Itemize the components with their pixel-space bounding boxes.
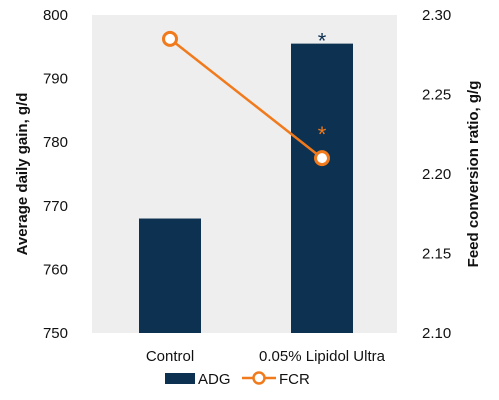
right-axis-ticks: 2.10 2.15 2.20 2.25 2.30 — [422, 7, 451, 342]
legend: ADG FCR — [165, 371, 310, 388]
right-tick-label: 2.15 — [422, 246, 451, 263]
bars-layer — [139, 43, 353, 334]
legend-adg-swatch — [165, 373, 195, 384]
left-tick-label: 800 — [43, 7, 68, 24]
line-layer — [162, 30, 330, 167]
point-fcr-0 — [162, 30, 178, 47]
right-axis-title: Feed conversion ratio, g/g — [465, 81, 482, 268]
right-tick-label: 2.30 — [422, 7, 451, 24]
left-tick-label: 750 — [43, 325, 68, 342]
right-tick-label: 2.10 — [422, 325, 451, 342]
legend-fcr-marker — [252, 371, 266, 385]
significance-asterisk-0: * — [318, 29, 327, 54]
left-axis-title: Average daily gain, g/d — [14, 93, 31, 256]
left-tick-label: 790 — [43, 71, 68, 88]
significance-asterisk-1: * — [318, 122, 327, 147]
point-fcr-1 — [314, 150, 330, 167]
category-label: 0.05% Lipidol Ultra — [259, 348, 386, 365]
category-label: Control — [146, 348, 194, 365]
bar-adg-1 — [291, 43, 353, 334]
right-tick-label: 2.25 — [422, 87, 451, 104]
left-tick-label: 780 — [43, 134, 68, 151]
category-labels: Control 0.05% Lipidol Ultra — [146, 348, 386, 365]
left-axis-ticks: 750 760 770 780 790 800 — [43, 7, 68, 342]
bar-adg-0 — [139, 218, 201, 333]
legend-adg-label: ADG — [198, 371, 231, 388]
right-tick-label: 2.20 — [422, 166, 451, 183]
annotations-layer: ** — [318, 29, 327, 147]
left-tick-label: 760 — [43, 261, 68, 278]
left-tick-label: 770 — [43, 198, 68, 215]
legend-fcr-label: FCR — [279, 371, 310, 388]
line-fcr — [169, 37, 323, 160]
